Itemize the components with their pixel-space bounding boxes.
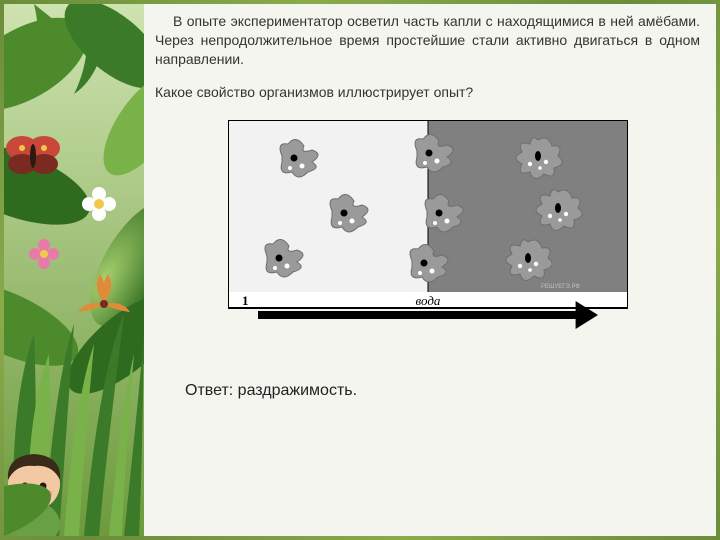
- slide-page: В опыте экспериментатор осветил часть ка…: [0, 0, 720, 540]
- paragraph-experiment: В опыте экспериментатор осветил часть ка…: [155, 12, 700, 69]
- svg-text:РЕШУЕГЭ.РФ: РЕШУЕГЭ.РФ: [540, 284, 579, 290]
- answer-text: Ответ: раздражимость.: [185, 380, 700, 402]
- svg-text:1: 1: [242, 293, 249, 308]
- svg-text:вода: вода: [415, 293, 440, 308]
- amoeba-diagram: 1 вода РЕШУЕГЭ.РФ: [228, 120, 628, 340]
- content-area: В опыте экспериментатор осветил часть ка…: [155, 12, 700, 528]
- paragraph1-text: В опыте экспериментатор осветил часть ка…: [155, 13, 700, 67]
- paragraph-question: Какое свойство организмов иллюстрирует о…: [155, 83, 700, 102]
- jungle-illustration: [4, 4, 144, 536]
- diagram-container: 1 вода РЕШУЕГЭ.РФ: [155, 120, 700, 340]
- jungle-svg: [4, 4, 144, 536]
